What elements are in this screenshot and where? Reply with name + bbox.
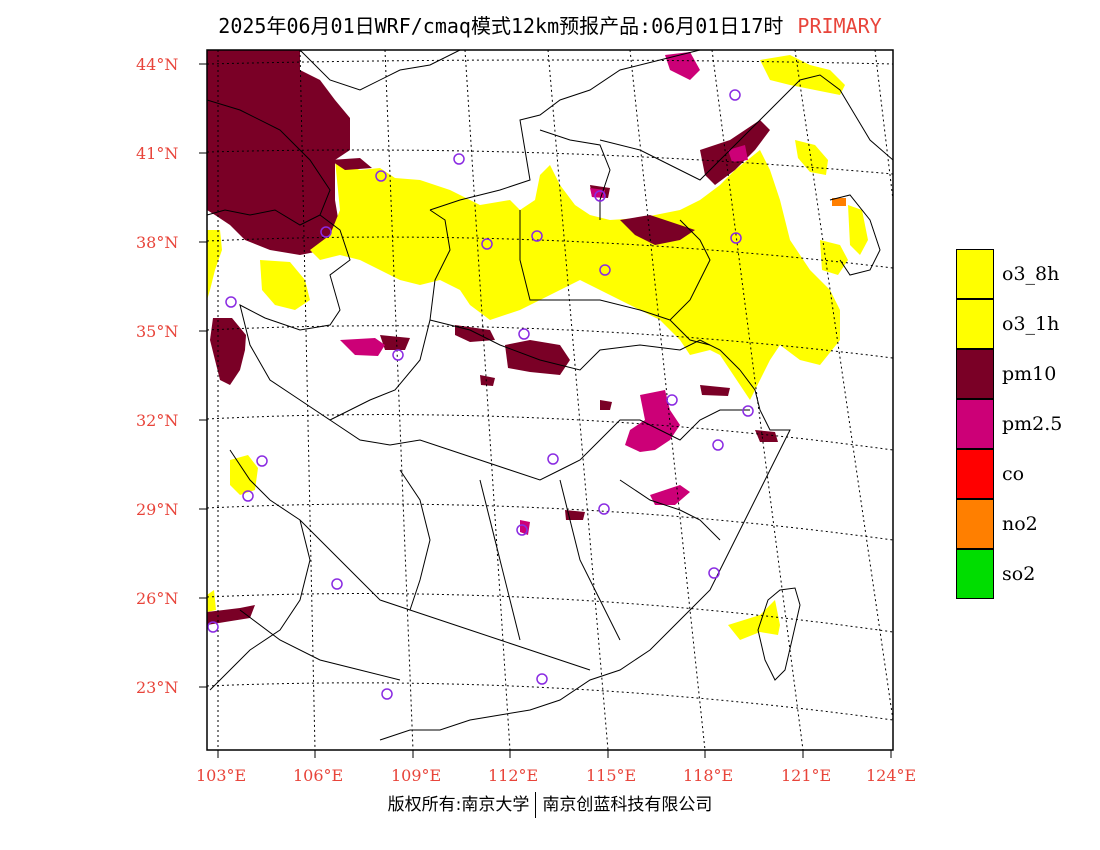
pm10-area-northwest	[207, 50, 350, 255]
circle-outline-icon	[242, 490, 254, 502]
circle-outline-icon	[331, 578, 343, 590]
circle-outline-icon	[481, 238, 493, 250]
pm25-patches	[340, 52, 748, 535]
lon-label: 121°E	[781, 766, 832, 785]
circle-outline-icon	[381, 688, 393, 700]
circle-outline-icon	[225, 296, 237, 308]
legend-swatch	[956, 449, 994, 499]
circle-outline-icon	[729, 89, 741, 101]
circle-outline-icon	[320, 226, 332, 238]
circle-outline-icon	[712, 439, 724, 451]
lat-label: 29°N	[136, 500, 179, 519]
lon-label: 112°E	[488, 766, 539, 785]
legend-label: pm2.5	[1002, 413, 1063, 435]
circle-outline-icon	[453, 153, 465, 165]
lat-label: 32°N	[136, 411, 179, 430]
legend-item-pm10: pm10	[956, 349, 1086, 399]
circle-outline-icon	[207, 621, 219, 633]
o3-areas	[207, 55, 868, 640]
legend-label: o3_8h	[1002, 263, 1060, 285]
axis-ticks	[199, 63, 892, 758]
station-markers	[207, 89, 754, 700]
lon-label: 106°E	[293, 766, 344, 785]
legend-label: so2	[1002, 563, 1036, 585]
legend-item-o3-8h: o3_8h	[956, 249, 1086, 299]
map-title: 2025年06月01日WRF/cmaq模式12km预报产品:06月01日17时 P…	[0, 10, 1100, 39]
circle-outline-icon	[392, 349, 404, 361]
circle-outline-icon	[516, 524, 528, 536]
legend-label: pm10	[1002, 363, 1057, 385]
circle-outline-icon	[531, 230, 543, 242]
footer-divider	[535, 792, 537, 818]
circle-outline-icon	[599, 264, 611, 276]
circle-outline-icon	[708, 567, 720, 579]
legend-label: o3_1h	[1002, 313, 1060, 335]
circle-outline-icon	[536, 673, 548, 685]
lat-label: 23°N	[136, 678, 179, 697]
legend-label: co	[1002, 463, 1025, 485]
pollutant-legend: o3_8h o3_1h pm10 pm2.5 co no2 so2	[956, 249, 1086, 599]
legend-item-no2: no2	[956, 499, 1086, 549]
lat-label: 35°N	[136, 322, 179, 341]
legend-item-co: co	[956, 449, 1086, 499]
circle-outline-icon	[730, 232, 742, 244]
circle-outline-icon	[375, 170, 387, 182]
lon-label: 103°E	[196, 766, 247, 785]
lat-label: 41°N	[136, 144, 179, 163]
lat-label: 44°N	[136, 55, 179, 74]
legend-swatch	[956, 349, 994, 399]
legend-label: no2	[1002, 513, 1038, 535]
circle-outline-icon	[742, 405, 754, 417]
map-frame	[206, 49, 894, 751]
legend-swatch	[956, 249, 994, 299]
lat-label: 26°N	[136, 589, 179, 608]
title-text: 2025年06月01日WRF/cmaq模式12km预报产品:06月01日17时	[218, 14, 784, 38]
circle-outline-icon	[666, 394, 678, 406]
legend-item-so2: so2	[956, 549, 1086, 599]
circle-outline-icon	[594, 190, 606, 202]
legend-item-o3-1h: o3_1h	[956, 299, 1086, 349]
lat-label: 38°N	[136, 233, 179, 252]
legend-swatch	[956, 499, 994, 549]
lon-label: 115°E	[586, 766, 637, 785]
legend-item-pm25: pm2.5	[956, 399, 1086, 449]
lon-label: 124°E	[866, 766, 917, 785]
circle-outline-icon	[598, 503, 610, 515]
legend-swatch	[956, 399, 994, 449]
copyright-footer: 版权所有:南京大学 南京创蓝科技有限公司	[0, 790, 1100, 818]
circle-outline-icon	[256, 455, 268, 467]
province-boundaries	[207, 50, 893, 741]
copyright-left: 版权所有:南京大学	[387, 795, 530, 815]
legend-swatch	[956, 549, 994, 599]
circle-outline-icon	[547, 453, 559, 465]
legend-swatch	[956, 299, 994, 349]
graticule	[207, 50, 893, 750]
circle-outline-icon	[518, 328, 530, 340]
lon-label: 118°E	[683, 766, 734, 785]
title-primary-tag: PRIMARY	[797, 14, 882, 38]
copyright-right: 南京创蓝科技有限公司	[542, 795, 713, 815]
no2-patch	[832, 198, 846, 206]
lon-label: 109°E	[391, 766, 442, 785]
